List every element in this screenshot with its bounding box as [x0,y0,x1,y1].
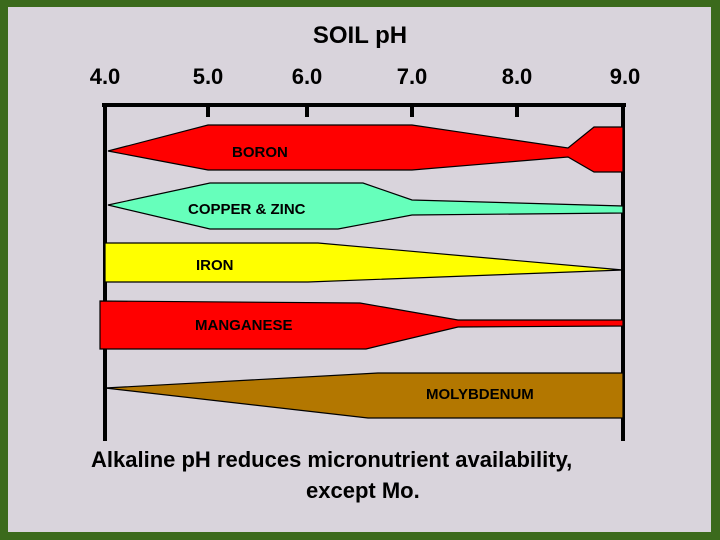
soil-ph-diagram: SOIL pH 4.0 5.0 6.0 7.0 8.0 9.0 BORON CO… [90,22,641,503]
diagram-frame: SOIL pH 4.0 5.0 6.0 7.0 8.0 9.0 BORON CO… [8,7,711,532]
caption-line-1: Alkaline pH reduces micronutrient availa… [91,447,572,472]
band-copper-zinc: COPPER & ZINC [107,182,624,230]
tick-label-6: 6.0 [292,64,323,89]
band-label-molybdenum: MOLYBDENUM [426,386,534,403]
diagram-title: SOIL pH [313,22,407,49]
band-manganese-shape [99,300,624,350]
band-copper-zinc-shape [107,182,624,230]
band-label-manganese: MANGANESE [195,317,293,334]
band-iron: IRON [104,242,624,283]
tick-label-5: 5.0 [193,64,224,89]
band-label-boron: BORON [232,144,288,161]
band-molybdenum-shape [104,372,624,419]
tick-label-8: 8.0 [502,64,533,89]
band-label-iron: IRON [196,257,234,274]
tick-label-7: 7.0 [397,64,428,89]
band-manganese: MANGANESE [99,300,624,350]
band-boron-shape [107,124,624,173]
band-iron-shape [104,242,624,283]
band-molybdenum: MOLYBDENUM [104,372,624,419]
tick-label-4: 4.0 [90,64,121,89]
caption-line-2: except Mo. [306,478,420,503]
tick-label-9: 9.0 [610,64,641,89]
band-label-copper-zinc: COPPER & ZINC [188,201,306,218]
band-boron: BORON [107,124,624,173]
